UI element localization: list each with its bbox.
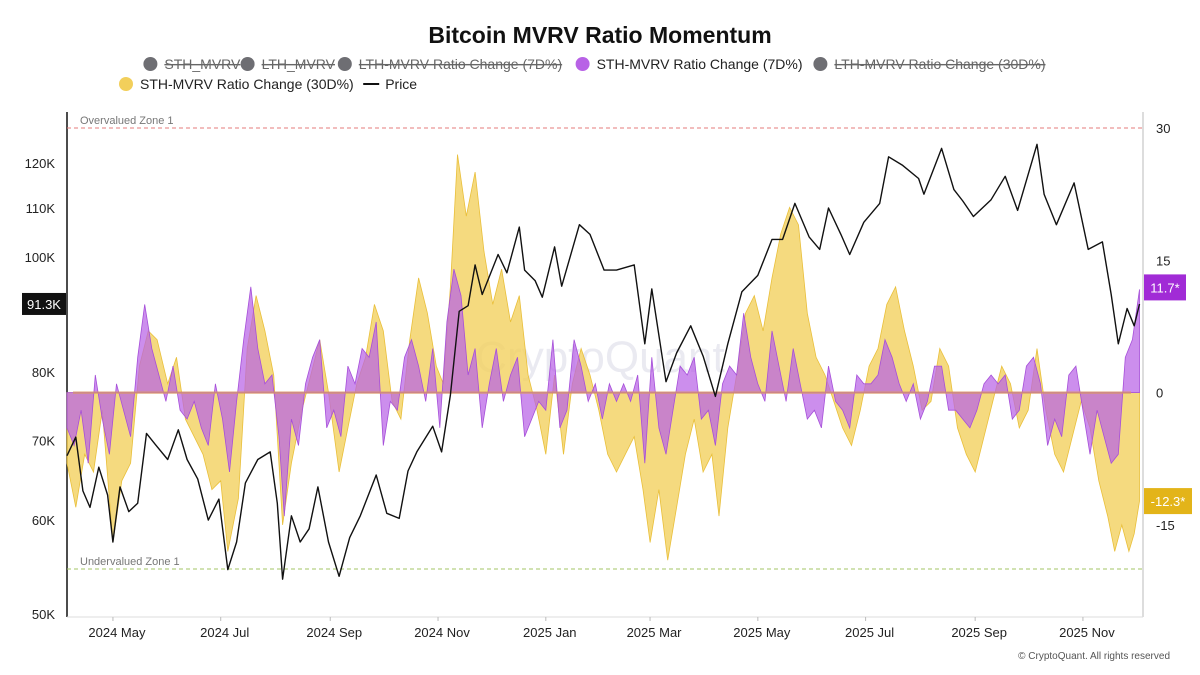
x-tick-label-0: 2024 May [88,625,146,640]
x-tick-label-2: 2024 Sep [306,625,362,640]
sth-30d-badge-label: -12.3* [1151,494,1186,509]
left-tick-label-5: 110K [26,201,56,216]
reference-label-1: Undervalued Zone 1 [80,556,180,568]
legend-label-3: STH-MVRV Ratio Change (7D%) [597,56,803,72]
legend-item-6: Price [363,76,417,92]
chart-title: Bitcoin MVRV Ratio Momentum [428,22,771,48]
right-tick-label-1: 15 [1156,253,1170,268]
legend-swatch-3 [575,57,590,71]
legend-label-6: Price [385,76,417,92]
x-tick-label-6: 2025 May [733,625,791,640]
left-tick-label-2: 70K [32,434,55,449]
left-tick-label-1: 60K [32,513,55,528]
price-current-badge: 91.3K [22,292,66,315]
legend-item-4: LTH-MVRV Ratio Change (30D%) [813,56,1046,72]
sth-30d-badge-bg [1144,488,1192,515]
left-tick-label-0: 50K [32,607,55,622]
price-badge-bg [22,292,66,315]
legend-swatch-5 [119,77,133,91]
right-tick-label-2: 0 [1156,386,1163,401]
chart-legend: STH_MVRV LTH_MVRV LTH-MVRV Ratio Change (7… [119,56,1046,92]
copyright-credit: © CryptoQuant. All rights reserved [1018,651,1170,662]
x-tick-label-4: 2025 Jan [523,625,577,640]
legend-label-2: LTH-MVRV Ratio Change (7D%) [359,56,562,72]
reference-label-0: Overvalued Zone 1 [80,115,174,127]
legend-swatch-2 [337,57,352,71]
plot-area: 50K 60K 70K 80K 100K 110K 120K 30 15 0 -15 2024 May… [22,112,1192,640]
left-tick-label-6: 120K [25,156,56,171]
legend-label-5: STH-MVRV Ratio Change (30D%) [140,76,354,92]
x-tick-label-8: 2025 Sep [951,625,1007,640]
left-tick-label-3: 80K [32,365,55,380]
series-price-line [66,143,1141,580]
legend-swatch-1 [240,57,255,71]
sth-30d-current-badge: -12.3* [1144,488,1192,515]
legend-item-5: STH-MVRV Ratio Change (30D%) [119,76,354,92]
left-tick-label-4: 100K [25,250,56,265]
legend-item-2: LTH-MVRV Ratio Change (7D%) [337,56,562,72]
x-tick-label-7: 2025 Jul [845,625,894,640]
price-badge-label: 91.3K [27,297,61,312]
legend-item-0: STH_MVRV [143,56,241,72]
legend-swatch-0 [143,57,158,71]
x-tick-label-3: 2024 Nov [414,625,470,640]
sth-7d-badge-bg [1144,274,1186,301]
legend-label-4: LTH-MVRV Ratio Change (30D%) [834,56,1045,72]
right-tick-label-3: -15 [1156,518,1175,533]
x-tick-label-9: 2025 Nov [1059,625,1115,640]
legend-item-1: LTH_MVRV [240,56,336,72]
x-tick-label-5: 2025 Mar [627,625,683,640]
sth-7d-badge-label: 11.7* [1150,280,1179,295]
legend-swatch-4 [813,57,828,71]
sth-7d-current-badge: 11.7* [1144,274,1186,301]
right-tick-label-0: 30 [1156,121,1170,136]
legend-label-0: STH_MVRV [164,56,241,72]
legend-item-3: STH-MVRV Ratio Change (7D%) [575,56,803,72]
x-tick-label-1: 2024 Jul [200,625,249,640]
legend-label-1: LTH_MVRV [262,56,336,72]
